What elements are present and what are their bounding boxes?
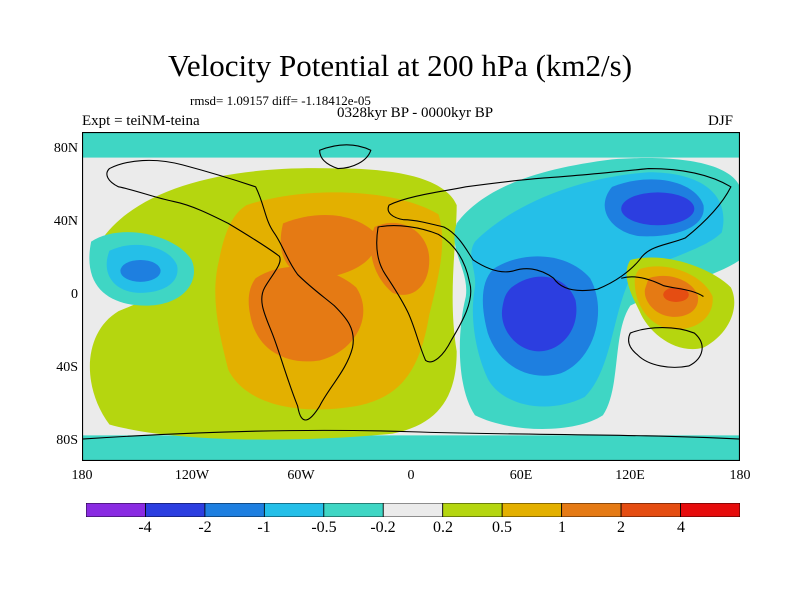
colorbar-segment-8 xyxy=(561,503,622,517)
lon-label-0: 0 xyxy=(407,468,415,483)
colorbar-segment-3 xyxy=(263,503,325,517)
colorbar-label-1: 1 xyxy=(558,519,566,536)
stats-text: rmsd= 1.09157 diff= -1.18412e-05 xyxy=(190,93,371,108)
contour-positive-1-natlantic xyxy=(280,215,377,279)
contour-negative-2-indian xyxy=(501,276,577,352)
velocity-potential-map xyxy=(82,132,740,461)
contour-positive-2-mc xyxy=(663,287,689,302)
lon-label-60w: 60W xyxy=(287,468,315,483)
season-label: DJF xyxy=(708,113,734,129)
lon-label-60e: 60E xyxy=(509,468,533,483)
contour-positive-1-africa xyxy=(370,222,430,295)
lon-label-120w: 120W xyxy=(174,468,210,483)
experiment-label: Expt = teiNM-teina xyxy=(82,113,200,129)
lat-label-0: 0 xyxy=(71,287,78,302)
plot-title: Velocity Potential at 200 hPa (km2/s) xyxy=(167,48,633,83)
period-text: 0328kyr BP - 0000kyr BP xyxy=(336,105,494,121)
lon-label-180w: 180 xyxy=(71,468,93,483)
contour-south-band xyxy=(82,435,740,461)
contour-positive-1-samerica xyxy=(248,266,364,362)
colorbar-label-minus4: -4 xyxy=(138,519,152,536)
lon-label-180e: 180 xyxy=(729,468,751,483)
lat-label-80n: 80N xyxy=(53,141,78,156)
colorbar-segment-2 xyxy=(204,503,265,517)
lat-label-40n: 40N xyxy=(53,214,78,229)
colorbar-segment-4 xyxy=(323,503,384,517)
contour-north-band xyxy=(82,132,740,158)
colorbar-label-2: 2 xyxy=(617,519,625,536)
colorbar-label-minus1: -1 xyxy=(257,519,271,536)
contour-negative-1-epac xyxy=(120,259,161,282)
colorbar xyxy=(86,503,740,517)
colorbar-segment-7 xyxy=(501,503,563,517)
colorbar-label-0.2: 0.2 xyxy=(433,519,453,536)
colorbar-label-minus0.5: -0.5 xyxy=(311,519,337,536)
colorbar-segment-5 xyxy=(382,503,444,517)
colorbar-label-4: 4 xyxy=(677,519,685,536)
lat-label-80s: 80S xyxy=(56,433,78,448)
colorbar-label-minus2: -2 xyxy=(198,519,212,536)
coastlines xyxy=(82,144,740,440)
colorbar-segment-0 xyxy=(86,503,146,517)
colorbar-label-0.5: 0.5 xyxy=(492,519,512,536)
contour-negative-2-npac xyxy=(621,192,695,226)
colorbar-segment-9 xyxy=(620,503,681,517)
colorbar-segment-6 xyxy=(442,503,503,517)
colorbar-segment-1 xyxy=(145,503,206,517)
colorbar-label-minus0.2: -0.2 xyxy=(370,519,396,536)
colorbar-segment-10 xyxy=(680,503,740,517)
lat-label-40s: 40S xyxy=(56,360,78,375)
lon-label-120e: 120E xyxy=(615,468,645,483)
